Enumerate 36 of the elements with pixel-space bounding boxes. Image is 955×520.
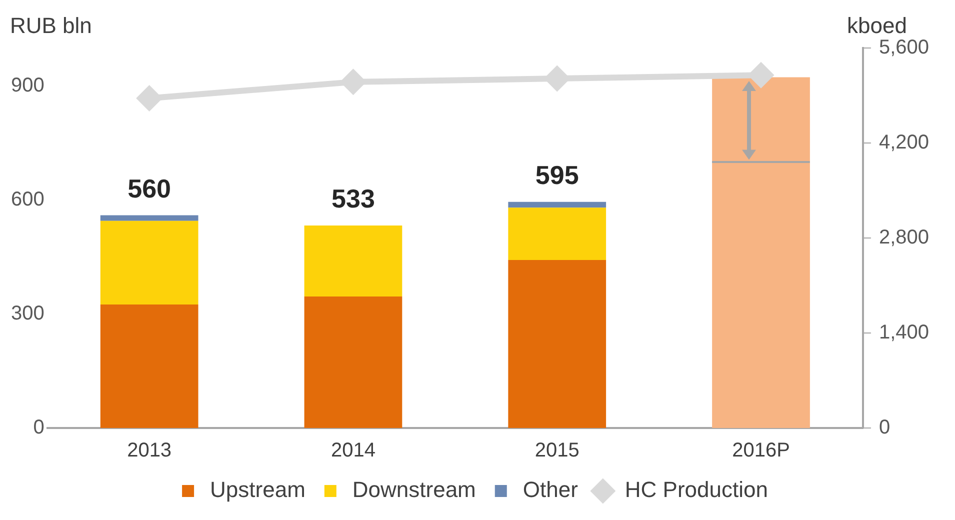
point: [749, 63, 774, 88]
y2-tick-label: 5,600: [878, 36, 930, 59]
y-tick-label: 900: [10, 74, 44, 97]
point: [341, 70, 366, 94]
bar: [304, 296, 402, 428]
bar: [712, 162, 810, 428]
point: [137, 86, 162, 110]
bar: [508, 208, 606, 260]
y2-tick-label: 1,400: [878, 322, 930, 344]
y-tick-label: 300: [10, 302, 44, 325]
x-tick-label: 2015: [534, 440, 580, 462]
legend-label: HC Production: [624, 477, 768, 502]
legend-label: Downstream: [352, 477, 476, 502]
bar: [508, 202, 606, 208]
bar: [100, 220, 198, 304]
y2-tick-label: 4,200: [878, 132, 930, 154]
legend-label: Upstream: [210, 477, 306, 502]
y2-tick-label: 2,800: [878, 226, 930, 249]
bar: [712, 77, 810, 162]
y-tick-label: 0: [33, 416, 44, 439]
bar: [100, 215, 198, 221]
bar: [508, 260, 606, 428]
legend-label: Other: [522, 477, 578, 502]
x-tick-label: 2014: [330, 440, 376, 462]
x-tick-label: 2016P: [732, 440, 790, 462]
y2-tick-label: 0: [878, 416, 890, 439]
total-label: 560: [128, 173, 172, 204]
total-label: 595: [535, 160, 579, 190]
bar: [100, 304, 198, 428]
y-axis-title: RUB bln: [10, 13, 92, 38]
y2-axis-title: kboed: [846, 13, 907, 38]
point: [545, 66, 570, 91]
total-label: 533: [332, 184, 375, 214]
bar: [304, 225, 402, 297]
y-tick-label: 600: [10, 188, 44, 211]
x-tick-label: 2013: [127, 440, 172, 462]
